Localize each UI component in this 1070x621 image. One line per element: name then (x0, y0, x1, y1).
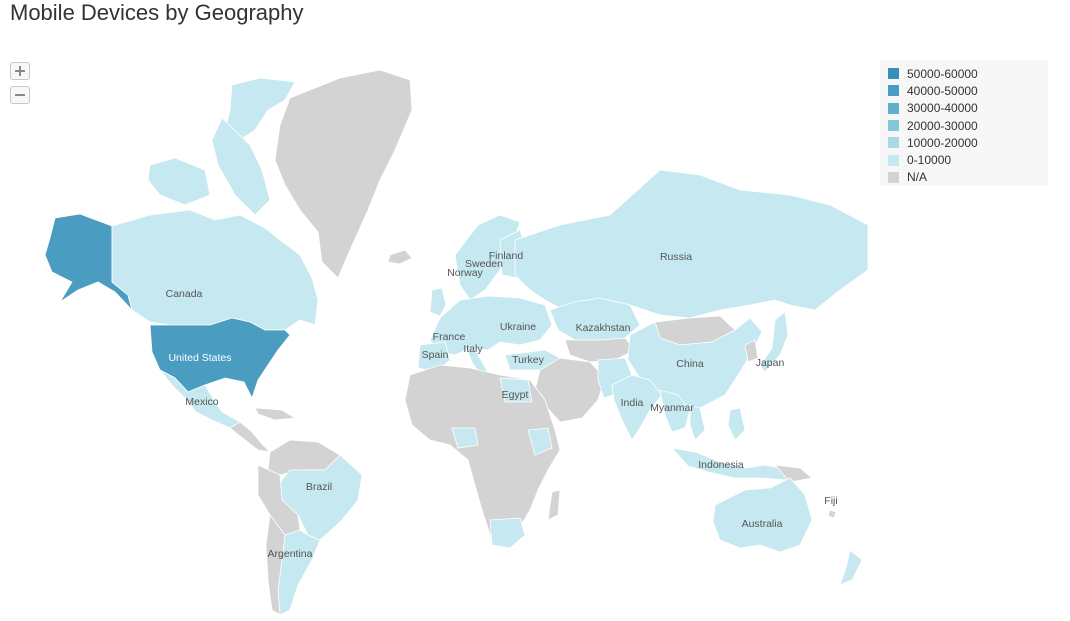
legend-swatch (888, 68, 899, 80)
arctic-islands[interactable] (224, 77, 296, 141)
label-japan: Japan (756, 357, 785, 369)
iceland[interactable] (387, 249, 413, 265)
kenya[interactable] (527, 427, 553, 456)
baffin-island[interactable] (211, 117, 271, 216)
map-title: Mobile Devices by Geography (10, 0, 304, 25)
legend-swatch (888, 154, 899, 166)
africa[interactable] (404, 364, 561, 546)
legend-swatch (888, 85, 899, 97)
label-italy: Italy (463, 343, 483, 355)
uk[interactable] (429, 287, 447, 317)
greenland[interactable] (274, 69, 413, 279)
legend-swatch (888, 102, 899, 114)
label-ukraine: Ukraine (500, 321, 536, 333)
label-canada: Canada (166, 288, 203, 300)
label-fiji: Fiji (824, 495, 837, 507)
legend-label: 30000-40000 (907, 101, 978, 116)
legend-item: N/A (888, 169, 1040, 186)
egypt[interactable] (499, 377, 533, 403)
nigeria[interactable] (451, 427, 479, 449)
legend-label: N/A (907, 170, 928, 185)
world-map[interactable]: Canada United States Mexico Brazil Argen… (0, 40, 870, 621)
caribbean[interactable] (254, 407, 297, 421)
label-china: China (676, 358, 704, 370)
legend-item: 20000-30000 (888, 117, 1040, 134)
label-turkey: Turkey (512, 354, 544, 366)
label-russia: Russia (660, 251, 692, 263)
legend-swatch (888, 171, 899, 183)
legend-item: 50000-60000 (888, 65, 1040, 82)
label-australia: Australia (742, 518, 783, 530)
central-america[interactable] (229, 421, 272, 453)
papua[interactable] (774, 464, 813, 483)
australia[interactable] (712, 477, 813, 553)
label-brazil: Brazil (306, 481, 332, 493)
central-asia[interactable] (564, 337, 636, 363)
label-france: France (433, 331, 466, 343)
label-kazakhstan: Kazakhstan (576, 322, 631, 334)
legend-item: 0-10000 (888, 151, 1040, 168)
label-norway: Norway (447, 267, 483, 279)
new-zealand[interactable] (839, 549, 863, 586)
plus-icon (15, 66, 25, 76)
label-indonesia: Indonesia (698, 459, 744, 471)
label-mexico: Mexico (185, 396, 218, 408)
madagascar[interactable] (547, 489, 561, 521)
legend-label: 10000-20000 (907, 135, 978, 150)
minus-icon (15, 94, 25, 96)
south-africa[interactable] (489, 517, 526, 549)
label-spain: Spain (422, 349, 449, 361)
label-sweden: Sweden (465, 258, 503, 270)
legend-label: 20000-30000 (907, 118, 978, 133)
label-finland: Finland (489, 250, 524, 262)
legend-item: 40000-50000 (888, 82, 1040, 99)
russia[interactable] (514, 169, 869, 319)
zoom-out-button[interactable] (10, 86, 30, 104)
legend-label: 50000-60000 (907, 66, 978, 81)
label-argentina: Argentina (268, 548, 313, 560)
label-india: India (621, 397, 644, 409)
vietnam[interactable] (689, 404, 706, 441)
legend-item: 30000-40000 (888, 100, 1040, 117)
philippines[interactable] (727, 407, 746, 441)
victoria-island[interactable] (147, 157, 211, 206)
zoom-in-button[interactable] (10, 62, 30, 80)
legend-label: 0-10000 (907, 153, 952, 168)
korea[interactable] (744, 339, 759, 363)
label-united-states: United States (168, 352, 231, 364)
label-egypt: Egypt (502, 389, 529, 401)
legend-swatch (888, 137, 899, 149)
map-legend: 50000-60000 40000-50000 30000-40000 2000… (880, 60, 1048, 186)
canada[interactable] (111, 209, 319, 331)
legend-item: 10000-20000 (888, 134, 1040, 151)
india[interactable] (611, 374, 663, 441)
japan[interactable] (759, 311, 789, 373)
fiji-island[interactable] (827, 509, 837, 519)
myanmar-thailand[interactable] (659, 389, 691, 433)
label-myanmar: Myanmar (650, 402, 694, 414)
kazakhstan[interactable] (549, 297, 641, 341)
legend-swatch (888, 120, 899, 132)
chile[interactable] (265, 513, 286, 616)
legend-label: 40000-50000 (907, 83, 978, 98)
